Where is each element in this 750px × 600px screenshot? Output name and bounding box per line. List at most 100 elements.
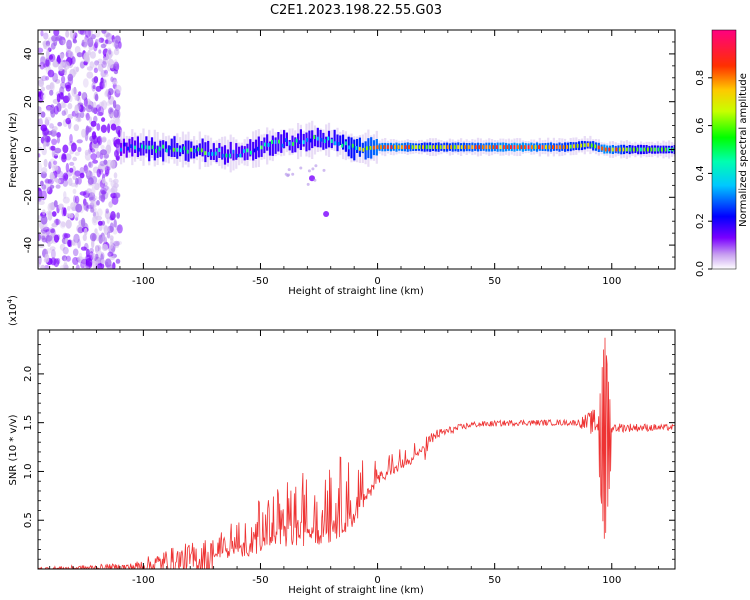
noise-blob bbox=[72, 156, 78, 162]
noise-blob bbox=[103, 57, 109, 65]
noise-blob bbox=[67, 102, 73, 110]
noise-blob bbox=[72, 248, 79, 257]
noise-blob bbox=[112, 100, 117, 109]
ridge-core bbox=[344, 141, 347, 146]
ridge-mid bbox=[268, 141, 272, 156]
noise-blob bbox=[62, 144, 69, 154]
ridge-mid bbox=[564, 142, 567, 152]
noise-blob bbox=[92, 253, 96, 261]
noise-blob bbox=[42, 209, 46, 216]
noise-blob bbox=[43, 158, 48, 168]
ridge-mid bbox=[139, 142, 142, 156]
ridge-core bbox=[285, 138, 288, 142]
ridge-core bbox=[257, 146, 259, 151]
colorbar-tick-label: 0.0 bbox=[695, 261, 706, 277]
ridge-core bbox=[165, 148, 168, 153]
noise-blob bbox=[47, 202, 53, 212]
noise-blob bbox=[115, 240, 123, 246]
noise-blob bbox=[58, 65, 64, 72]
noise-blob bbox=[113, 219, 117, 228]
snr-ytick-label: 0.5 bbox=[23, 512, 34, 528]
noise-blob bbox=[80, 217, 86, 228]
noise-blob bbox=[55, 184, 61, 189]
noise-blob bbox=[46, 50, 50, 58]
ridge-core bbox=[309, 138, 312, 143]
noise-blob bbox=[73, 124, 80, 132]
noise-blob bbox=[75, 212, 79, 219]
ridge-mid bbox=[252, 141, 255, 161]
ridge-core bbox=[246, 148, 249, 153]
ridge-core bbox=[601, 146, 604, 151]
noise-blob bbox=[104, 165, 110, 175]
noise-blob bbox=[49, 228, 56, 234]
trail-dot bbox=[287, 168, 291, 172]
noise-blob bbox=[42, 226, 50, 232]
ridge-mid bbox=[507, 143, 510, 151]
noise-blob bbox=[53, 160, 58, 166]
noise-blob bbox=[53, 165, 59, 171]
noise-blob bbox=[87, 37, 94, 48]
noise-blob bbox=[52, 61, 59, 68]
ridge-core bbox=[386, 145, 389, 149]
noise-blob bbox=[108, 201, 113, 208]
ridge-core bbox=[664, 147, 667, 152]
noise-blob bbox=[69, 133, 73, 144]
trail-dot bbox=[307, 169, 311, 173]
noise-blob bbox=[84, 30, 91, 38]
noise-blob bbox=[94, 228, 98, 234]
noise-blob bbox=[53, 234, 60, 243]
ridge-mid bbox=[170, 138, 173, 157]
ridge-core bbox=[583, 143, 586, 148]
noise-blob bbox=[53, 200, 58, 208]
noise-blob bbox=[105, 32, 113, 41]
noise-blob bbox=[61, 206, 65, 217]
noise-blob bbox=[41, 167, 48, 174]
noise-blob bbox=[67, 92, 71, 101]
ridge-core bbox=[538, 145, 540, 149]
noise-blob bbox=[93, 143, 100, 149]
ridge-mid bbox=[249, 139, 252, 157]
noise-blob bbox=[38, 47, 44, 53]
ridge-core bbox=[204, 151, 207, 155]
noise-blob bbox=[89, 207, 95, 213]
noise-blob bbox=[100, 43, 107, 49]
ridge-core bbox=[523, 145, 526, 149]
noise-blob bbox=[93, 196, 98, 201]
noise-blob bbox=[40, 76, 43, 85]
noise-blob bbox=[97, 106, 104, 116]
noise-blob bbox=[71, 142, 77, 152]
snr-axes: -100 -50 0 50 100 0.5 1.0 1.5 2.0 bbox=[23, 330, 675, 586]
noise-blob bbox=[92, 211, 96, 217]
noise-blob bbox=[53, 105, 59, 115]
ridge-core bbox=[176, 147, 179, 152]
ridge-core bbox=[548, 145, 551, 149]
noise-blob bbox=[89, 61, 95, 69]
noise-blob bbox=[40, 30, 44, 37]
ridge-core bbox=[214, 151, 217, 156]
noise-blob bbox=[63, 174, 69, 180]
noise-blob bbox=[63, 233, 71, 239]
ridge-mid bbox=[325, 136, 328, 149]
noise-blob bbox=[50, 145, 56, 151]
ridge-core bbox=[127, 146, 129, 151]
ridge-core bbox=[625, 147, 628, 152]
noise-blob bbox=[45, 44, 51, 52]
snr-xtick-label: 50 bbox=[488, 575, 501, 586]
noise-blob bbox=[106, 139, 112, 150]
snr-multiplier: (x104) bbox=[6, 295, 19, 326]
noise-blob bbox=[68, 177, 73, 186]
ridge-core bbox=[358, 146, 361, 151]
spectrogram-xtick-label: -50 bbox=[252, 276, 268, 287]
noise-blob bbox=[109, 222, 114, 233]
noise-blob bbox=[46, 105, 53, 112]
ridge-mid bbox=[229, 141, 232, 159]
ridge-mid bbox=[136, 136, 139, 157]
trail-dot bbox=[313, 178, 317, 182]
spectrogram-ytick-label: -20 bbox=[23, 189, 34, 205]
noise-blob bbox=[40, 124, 48, 132]
ridge-core bbox=[566, 145, 569, 149]
ridge-core bbox=[450, 145, 453, 149]
ridge-core bbox=[372, 145, 375, 150]
noise-blob bbox=[59, 243, 66, 251]
noise-blob bbox=[108, 177, 113, 183]
